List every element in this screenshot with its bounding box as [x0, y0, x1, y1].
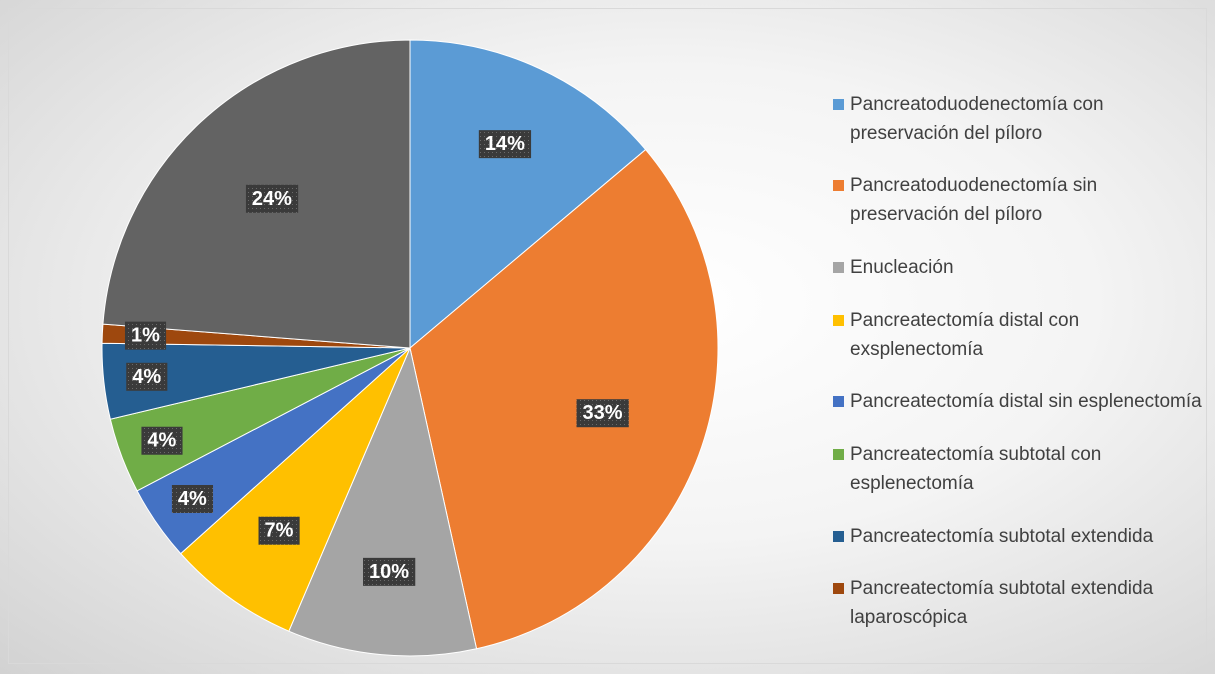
percent-sign: % [274, 188, 292, 210]
data-label: 1% [124, 321, 167, 350]
data-label-box [576, 399, 629, 428]
legend-entry: Pancreatectomía distal sin esplenectomía [828, 387, 1203, 416]
data-label: 10% [363, 557, 416, 586]
pie-slice [409, 39, 647, 350]
data-label-box [141, 426, 183, 455]
data-label-text: 4% [147, 430, 176, 452]
data-label-box [478, 130, 532, 159]
data-label: 4% [171, 484, 214, 513]
data-label-box [245, 184, 299, 213]
legend-entry: Pancreatectomía subtotal con esplenectom… [828, 440, 1203, 498]
legend-entry: Pancreatoduodenectomía sin preservación … [828, 171, 1203, 229]
data-label-text: 33% [583, 402, 623, 424]
percent-sign: % [507, 133, 525, 155]
percent-sign: % [142, 325, 160, 347]
legend-entry: Pancreatoduodenectomía con preservación … [828, 90, 1203, 148]
legend-swatch [833, 314, 844, 326]
data-label-text: 24% [252, 188, 292, 210]
legend-swatch [833, 530, 844, 542]
legend-label: Pancreatectomía subtotal extendida lapar… [850, 578, 1154, 629]
data-label: 7% [258, 516, 300, 545]
percent-sign: % [276, 520, 294, 542]
legend-entry: Pancreatectomía distal con exsplenectomí… [828, 306, 1203, 364]
legend-swatch [833, 448, 844, 460]
data-label-text: 4% [132, 366, 161, 388]
data-label-box [258, 516, 300, 545]
legend: Pancreatoduodenectomía con preservación … [828, 78, 1203, 644]
data-label-text: 1% [131, 325, 160, 347]
pie-slice [288, 346, 478, 657]
percent-sign: % [605, 402, 623, 424]
data-label-text: 4% [178, 488, 207, 510]
legend-label: Pancreatectomía subtotal con esplenectom… [850, 443, 1102, 494]
legend-label: Enucleación [850, 257, 954, 279]
data-label: 4% [141, 426, 183, 455]
data-label-box [126, 362, 168, 391]
legend-swatch [833, 262, 844, 274]
data-label: 4% [126, 362, 168, 391]
data-label-box [363, 557, 416, 586]
data-label-box [171, 484, 214, 513]
percent-sign: % [159, 430, 177, 452]
legend-entry: Enucleación [828, 253, 1203, 282]
legend-label: Pancreatoduodenectomía sin preservación … [850, 175, 1098, 226]
data-label-box [124, 321, 167, 350]
legend-label: Pancreatectomía distal sin esplenectomía [850, 391, 1202, 413]
percent-sign: % [391, 561, 409, 583]
legend-label: Pancreatoduodenectomía con preservación … [850, 93, 1104, 144]
legend-swatch [833, 396, 844, 408]
pie-slice [409, 148, 719, 650]
data-label-text: 7% [265, 520, 294, 542]
data-label: 24% [245, 184, 299, 213]
data-label-text: 14% [485, 133, 525, 155]
data-label-text: 10% [369, 561, 409, 583]
data-label: 14% [478, 130, 532, 159]
pie-slice [179, 347, 411, 632]
legend-label: Pancreatectomía subtotal extendida [850, 525, 1154, 547]
legend-swatch [833, 180, 844, 192]
legend-entry: Pancreatectomía subtotal extendida [828, 522, 1203, 551]
legend-entry: Pancreatectomía subtotal extendida lapar… [828, 574, 1203, 632]
percent-sign: % [189, 488, 207, 510]
data-label: 33% [576, 399, 629, 428]
legend-swatch [833, 98, 844, 110]
percent-sign: % [143, 366, 161, 388]
legend-label: Pancreatectomía distal con exsplenectomí… [850, 309, 1080, 360]
chart-frame [8, 8, 1207, 664]
legend-swatch [833, 583, 844, 595]
